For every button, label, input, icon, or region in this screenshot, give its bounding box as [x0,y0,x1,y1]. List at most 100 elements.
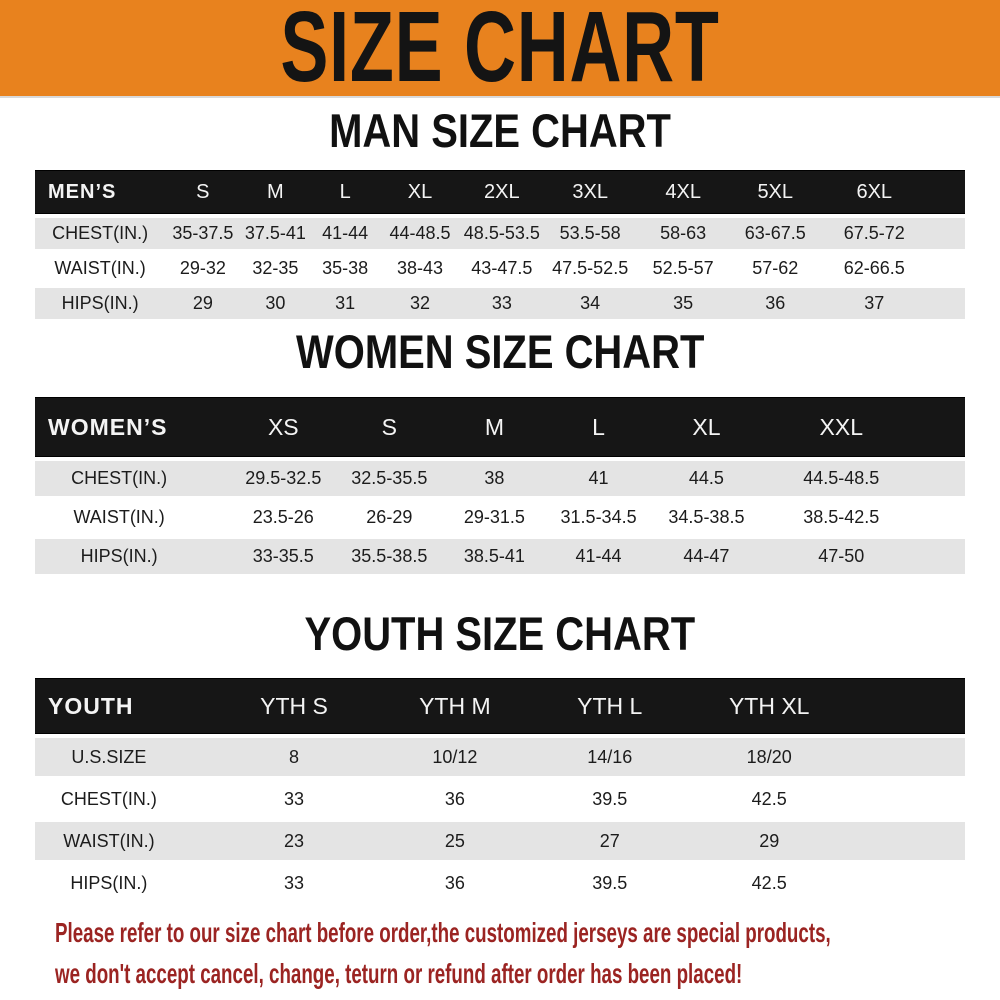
men-col-header-3xl: 3XL [543,170,637,214]
size-value: 41-44 [310,218,381,249]
women-header-spacer [920,397,965,457]
women-group-label: WOMEN’S [35,397,231,457]
size-value: 67.5-72 [820,218,928,249]
size-value: 39.5 [531,864,688,902]
size-value: 10/12 [378,738,532,776]
men-col-header-5xl: 5XL [729,170,821,214]
size-value: 34.5-38.5 [650,500,763,535]
row-spacer [850,864,965,902]
notice-line-2: we don't accept cancel, change, teturn o… [55,958,743,989]
row-spacer [920,539,965,574]
youth-col-header-xl: YTH XL [687,678,851,734]
row-spacer [920,461,965,496]
size-value: 29-32 [165,253,241,284]
men-col-header-m: M [240,170,311,214]
size-value: 35-38 [310,253,381,284]
size-value: 35-37.5 [165,218,241,249]
size-value: 29-31.5 [442,500,547,535]
men-waist-row: WAIST(IN.) 29-32 32-35 35-38 38-43 43-47… [35,253,965,284]
size-value: 37.5-41 [240,218,311,249]
size-value: 48.5-53.5 [459,218,544,249]
men-header-row: MEN’S S M L XL 2XL 3XL 4XL 5XL 6XL [35,170,965,214]
size-value: 44-47 [650,539,763,574]
size-value: 29.5-32.5 [230,461,337,496]
youth-group-label: YOUTH [35,678,210,734]
men-col-header-s: S [165,170,241,214]
row-label: U.S.SIZE [35,738,210,776]
youth-col-header-l: YTH L [531,678,688,734]
size-value: 42.5 [687,864,851,902]
size-value: 38 [442,461,547,496]
size-value: 33-35.5 [230,539,337,574]
row-label: WAIST(IN.) [35,253,166,284]
size-value: 35 [636,288,730,319]
size-value: 62-66.5 [820,253,928,284]
women-col-header-xs: XS [230,397,337,457]
man-section-title: MAN SIZE CHART [0,103,1000,159]
size-value: 52.5-57 [636,253,730,284]
women-col-header-xxl: XXL [762,397,921,457]
size-value: 38-43 [380,253,460,284]
women-col-header-s: S [336,397,443,457]
men-hips-row: HIPS(IN.) 29 30 31 32 33 34 35 36 37 [35,288,965,319]
youth-header-row: YOUTH YTH S YTH M YTH L YTH XL [35,678,965,734]
youth-waist-row: WAIST(IN.) 23 25 27 29 [35,822,965,860]
size-value: 34 [543,288,637,319]
size-value: 27 [531,822,688,860]
size-value: 8 [209,738,379,776]
women-col-header-m: M [442,397,547,457]
women-size-table: WOMEN’S XS S M L XL XXL CHEST(IN.) 29.5-… [35,393,965,578]
size-value: 44.5 [650,461,763,496]
women-col-header-xl: XL [650,397,763,457]
women-section-title: WOMEN SIZE CHART [0,324,1000,380]
size-value: 33 [209,864,379,902]
size-value: 29 [687,822,851,860]
size-value: 38.5-41 [442,539,547,574]
size-value: 53.5-58 [543,218,637,249]
size-value: 44.5-48.5 [762,461,921,496]
row-spacer [927,288,965,319]
size-value: 30 [240,288,311,319]
row-spacer [920,500,965,535]
men-size-table: MEN’S S M L XL 2XL 3XL 4XL 5XL 6XL CHEST… [35,166,965,323]
size-value: 25 [378,822,532,860]
size-value: 37 [820,288,928,319]
men-group-label: MEN’S [35,170,166,214]
row-label: CHEST(IN.) [35,780,210,818]
row-spacer [850,822,965,860]
banner: SIZE CHART [0,0,1000,98]
size-value: 57-62 [729,253,821,284]
size-value: 39.5 [531,780,688,818]
size-value: 14/16 [531,738,688,776]
row-label: HIPS(IN.) [35,864,210,902]
youth-size-table: YOUTH YTH S YTH M YTH L YTH XL U.S.SIZE … [35,674,965,906]
women-hips-row: HIPS(IN.) 33-35.5 35.5-38.5 38.5-41 41-4… [35,539,965,574]
size-value: 32-35 [240,253,311,284]
youth-col-header-m: YTH M [378,678,532,734]
notice-line-1: Please refer to our size chart before or… [55,917,831,948]
size-value: 47-50 [762,539,921,574]
row-spacer [927,218,965,249]
youth-section-title: YOUTH SIZE CHART [0,606,1000,662]
youth-ussize-row: U.S.SIZE 8 10/12 14/16 18/20 [35,738,965,776]
size-value: 42.5 [687,780,851,818]
size-value: 29 [165,288,241,319]
men-col-header-4xl: 4XL [636,170,730,214]
men-col-header-xl: XL [380,170,460,214]
men-col-header-2xl: 2XL [459,170,544,214]
size-value: 32.5-35.5 [336,461,443,496]
footer-notice: Please refer to our size chart before or… [55,912,1000,994]
youth-chest-row: CHEST(IN.) 33 36 39.5 42.5 [35,780,965,818]
youth-hips-row: HIPS(IN.) 33 36 39.5 42.5 [35,864,965,902]
row-label: HIPS(IN.) [35,288,166,319]
size-value: 41-44 [546,539,651,574]
size-value: 23.5-26 [230,500,337,535]
size-value: 33 [459,288,544,319]
women-waist-row: WAIST(IN.) 23.5-26 26-29 29-31.5 31.5-34… [35,500,965,535]
youth-col-header-s: YTH S [209,678,379,734]
size-value: 32 [380,288,460,319]
size-value: 36 [729,288,821,319]
row-spacer [927,253,965,284]
row-spacer [850,738,965,776]
